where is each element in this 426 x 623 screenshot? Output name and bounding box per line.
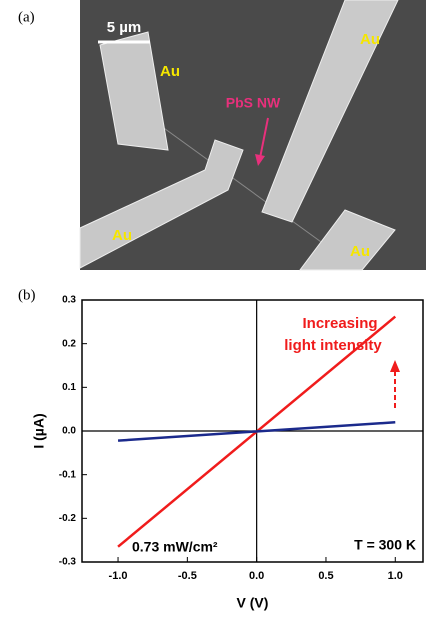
x-tick-label: 1.0 [388,570,403,582]
y-axis-label: I (µA) [31,413,47,448]
scale-label: 5 µm [107,19,142,36]
y-tick-label: 0.1 [62,382,76,393]
x-axis-label: V (V) [237,595,269,611]
annotation: light intensity [284,337,382,354]
y-tick-label: 0.2 [62,338,76,349]
figure: (a) (b) 5 µm Au Au Au Au PbS NW -0.3 -0.2… [0,0,426,618]
y-tick-label: -0.3 [59,557,77,568]
electrode-label: Au [360,31,380,48]
y-tick-label: 0.3 [62,295,76,306]
intensity-arrowhead [390,360,400,372]
iv-chart: -0.3 -0.2 -0.1 0.0 0.1 0.2 0.3 -1.0 -0.5 0.0 0.5 1.… [31,295,423,611]
x-tick-label: -1.0 [109,570,128,582]
y-tick-label: -0.1 [59,469,77,480]
y-tick-label: -0.2 [59,513,77,524]
panel-label: (b) [18,287,36,303]
wire-label: PbS NW [226,95,281,111]
panel-label: (a) [18,9,35,25]
x-tick-label: 0.0 [249,570,264,582]
electrode-label: Au [112,227,132,244]
electrode-label: Au [160,63,180,80]
annotation: T = 300 K [354,537,416,553]
electrode-label: Au [350,243,370,260]
y-tick-label: 0.0 [62,426,76,437]
annotation: 0.73 mW/cm² [132,539,218,555]
sem-image: 5 µm Au Au Au Au PbS NW [80,0,426,270]
x-tick-label: 0.5 [318,570,333,582]
annotation: Increasing [302,315,377,332]
x-tick-label: -0.5 [178,570,197,582]
